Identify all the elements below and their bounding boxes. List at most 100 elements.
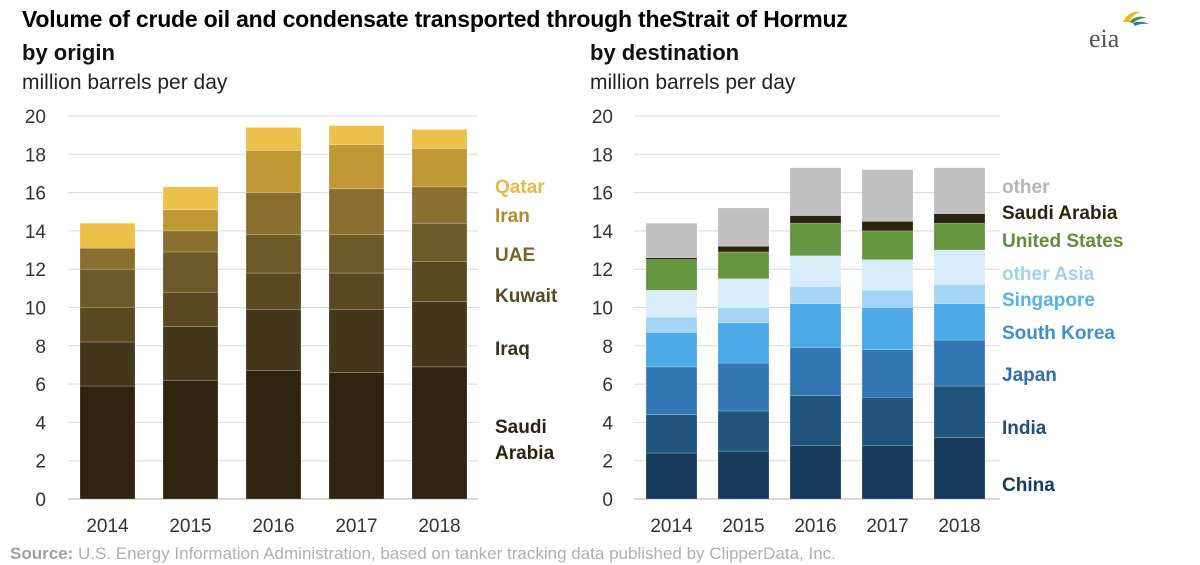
left-chart-subtitle: by origin <box>22 40 115 65</box>
destination-bar-2016-south-korea <box>789 303 842 349</box>
destination-bar-2015-united-states <box>717 251 770 280</box>
destination-bar-2014-other-asia <box>645 289 698 318</box>
destination-bar-2018-other <box>933 167 986 214</box>
destination-legend-singapore: Singapore <box>1002 290 1095 311</box>
origin-x-tick-label-2016: 2016 <box>252 516 294 537</box>
origin-x-tick-label-2015: 2015 <box>169 516 211 537</box>
origin-bar-2018-uae <box>411 186 468 224</box>
destination-bar-2015-saudi-arabia <box>717 245 770 253</box>
origin-legend-kuwait: Kuwait <box>495 286 558 307</box>
destination-bar-2017-south-korea <box>861 307 914 350</box>
eia-logo-icon <box>1123 11 1149 26</box>
origin-bar-2016-uae <box>245 192 302 236</box>
destination-y-tick-label: 12 <box>592 260 613 281</box>
destination-legend-saudi-arabia: Saudi Arabia <box>1002 203 1118 224</box>
destination-y-tick-label: 14 <box>592 222 614 243</box>
destination-bar-2018-china <box>933 437 986 500</box>
destination-x-tick-label-2014: 2014 <box>650 516 693 537</box>
destination-x-tick-label-2016: 2016 <box>794 516 836 537</box>
destination-bar-2016-saudi-arabia <box>789 215 842 224</box>
origin-bar-2015-kuwait <box>162 251 219 293</box>
origin-x-tick-label-2017: 2017 <box>335 516 377 537</box>
destination-y-tick-label: 18 <box>592 145 613 166</box>
destination-x-tick-label-2018: 2018 <box>938 516 980 537</box>
origin-bar-2016-qatar <box>245 127 302 151</box>
destination-bar-2014-singapore <box>645 316 698 333</box>
destination-legend-united-states: United States <box>1002 231 1123 252</box>
source-note: Source: U.S. Energy Information Administ… <box>10 544 836 564</box>
origin-y-tick-label: 10 <box>25 299 46 320</box>
origin-bar-2014-segment-2 <box>79 307 136 343</box>
right-chart-subtitle: by destination <box>590 40 740 65</box>
destination-bar-2015-south-korea <box>717 322 770 364</box>
origin-bar-2016-kuwait <box>245 234 302 274</box>
destination-legend-south-korea: South Korea <box>1002 323 1115 344</box>
origin-bar-2017-iraq <box>328 309 385 373</box>
origin-bar-2014-qatar <box>79 222 136 249</box>
destination-bar-2014-south-korea <box>645 332 698 368</box>
destination-legend-other-asia: other Asia <box>1002 264 1095 285</box>
origin-bar-2017-segment-2 <box>328 272 385 310</box>
destination-legend-china: China <box>1002 475 1055 496</box>
destination-bar-2015-japan <box>717 362 770 412</box>
origin-bar-2018-kuwait <box>411 222 468 262</box>
origin-bar-2017-qatar <box>328 125 385 146</box>
destination-y-tick-label: 4 <box>602 413 613 434</box>
destination-y-tick-label: 6 <box>602 375 613 396</box>
destination-bar-2014-india <box>645 414 698 454</box>
origin-bar-2015-iraq <box>162 326 219 381</box>
origin-y-tick-label: 12 <box>25 260 46 281</box>
destination-bar-2017-other-asia <box>861 259 914 291</box>
eia-logo: eia <box>1085 8 1155 53</box>
destination-bar-2018-japan <box>933 339 986 387</box>
origin-bar-2015-saudi-arabia <box>162 379 219 500</box>
destination-stacked-bar-chart: 0 2 4 6 8 10 12 14 16 18 20 2014 2015 2016 2017 2018 oth… <box>592 107 1124 537</box>
origin-y-tick-label: 0 <box>35 490 46 511</box>
destination-y-tick-label: 10 <box>592 299 613 320</box>
origin-bar-2016-iraq <box>245 309 302 371</box>
origin-bar-2015-iran <box>162 209 219 232</box>
destination-bar-2016-india <box>789 395 842 446</box>
destination-bar-2015-china <box>717 450 770 500</box>
origin-bar-2018-iraq <box>411 301 468 368</box>
origin-bar-2015-qatar <box>162 186 219 211</box>
origin-x-tick-label-2014: 2014 <box>86 516 129 537</box>
origin-y-tick-label: 16 <box>25 184 46 205</box>
origin-legend-iran: Iran <box>495 206 530 227</box>
left-chart-ylabel: million barrels per day <box>22 71 228 94</box>
destination-bar-2016-china <box>789 445 842 500</box>
destination-bar-2016-united-states <box>789 222 842 257</box>
destination-bar-2017-united-states <box>861 230 914 260</box>
destination-y-tick-label: 16 <box>592 184 613 205</box>
origin-x-tick-label-2018: 2018 <box>418 516 460 537</box>
origin-y-tick-label: 14 <box>25 222 47 243</box>
origin-bar-2014-iraq <box>79 341 136 387</box>
origin-bar-2017-uae <box>328 188 385 236</box>
origin-legend-uae: UAE <box>495 245 535 266</box>
destination-x-tick-label-2015: 2015 <box>722 516 764 537</box>
origin-bar-2016-iran <box>245 150 302 193</box>
origin-y-tick-label: 8 <box>35 337 46 358</box>
destination-bar-2015-other-asia <box>717 278 770 308</box>
right-chart-ylabel: million barrels per day <box>590 71 796 94</box>
destination-y-tick-label: 8 <box>602 337 613 358</box>
destination-x-tick-label-2017: 2017 <box>866 516 908 537</box>
destination-bar-2018-saudi-arabia <box>933 213 986 224</box>
origin-bar-2017-kuwait <box>328 234 385 274</box>
destination-bar-2015-other <box>717 207 770 247</box>
destination-y-tick-label: 2 <box>602 452 613 473</box>
origin-bar-2018-segment-2 <box>411 261 468 303</box>
destination-bar-2016-other <box>789 167 842 216</box>
origin-bar-2014-kuwait <box>79 268 136 308</box>
destination-bar-2014-china <box>645 452 698 500</box>
destination-bar-2014-other <box>645 222 698 259</box>
source-label: Source: <box>10 544 74 563</box>
origin-stacked-bar-chart: 0 2 4 6 8 10 12 14 16 18 20 2014 2015 2016 2017 2018 Qat… <box>25 107 558 537</box>
destination-bar-2017-china <box>861 445 914 500</box>
origin-bar-2018-qatar <box>411 129 468 149</box>
origin-bar-2017-iran <box>328 144 385 190</box>
destination-bar-2016-japan <box>789 347 842 396</box>
origin-legend-qatar: Qatar <box>495 177 545 198</box>
origin-bar-2018-iran <box>411 148 468 188</box>
origin-bar-2017-saudi-arabia <box>328 372 385 500</box>
